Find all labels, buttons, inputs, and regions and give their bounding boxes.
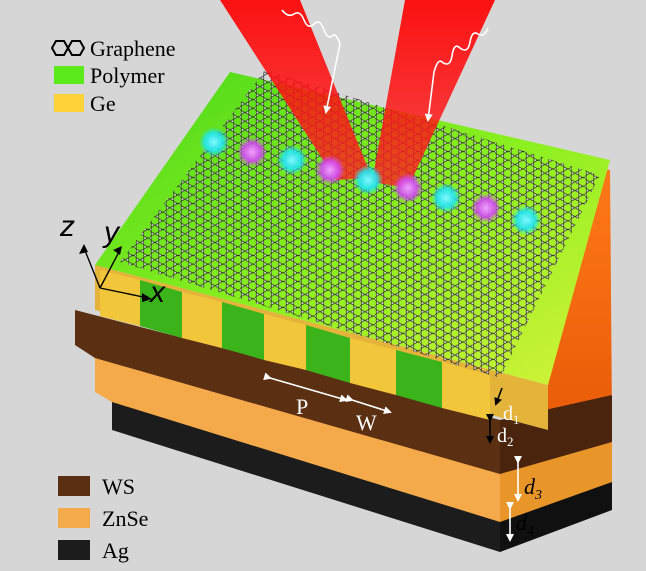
d4-label: d4 [516,510,534,539]
y-axis-line [99,249,121,289]
legend-polymer-label: Polymer [90,63,165,88]
z-axis-label: z [59,210,75,243]
cyan-spot-2 [277,145,307,175]
legend-ws-swatch [58,476,90,496]
dimension-annotations: P W d1 d2 d3 d4 [263,372,542,542]
legend-ws-label: WS [102,474,135,499]
legend-ge-label: Ge [90,91,116,116]
reflected-photon-arrow [424,27,489,122]
grating-ge-bar-5 [442,362,490,420]
grating-polymer-bar-3 [306,325,350,383]
width-label: W [356,410,377,435]
znse-layer-right [500,440,612,522]
cyan-spot-1 [199,127,229,157]
legend-graphene-label: Graphene [90,36,176,61]
grating-ge-bar-2 [182,292,222,348]
legend-ge-swatch [54,94,84,112]
magenta-spot-2 [315,155,345,185]
incident-laser-beam [220,0,372,180]
cyan-spot-4 [431,183,461,213]
width-arrow [345,394,392,415]
d2-label: d2 [497,425,514,449]
z-axis-arrowhead [79,244,88,254]
grating-polymer-bar-2 [222,302,264,360]
d1-label: d1 [503,403,520,427]
d3-label: d3 [524,474,542,503]
z-axis-line [83,247,101,289]
grating-ge-bar-4 [350,338,396,395]
reflected-laser-beam [372,0,495,188]
cyan-spot-5 [511,205,541,235]
top-legend: Graphene Polymer Ge [50,36,176,116]
cyan-spot-3 [353,165,383,195]
legend-znse-label: ZnSe [102,506,148,531]
legend-ag-label: Ag [102,538,129,563]
y-axis-arrowhead [113,246,122,255]
magenta-spot-3 [393,173,423,203]
znse-layer [95,356,500,522]
incident-photon-arrow [281,9,341,114]
coordinate-axes: z y x [59,210,166,309]
grating-polymer-bar-1 [140,280,182,338]
period-arrow [263,372,348,403]
plasmon-spots [199,127,541,235]
hexagon-pair-icon [50,40,86,56]
bottom-legend: WS ZnSe Ag [58,474,148,563]
legend-polymer-swatch [54,66,84,84]
magenta-spot-4 [471,193,501,223]
legend-ag-swatch [58,540,90,560]
x-axis-arrowhead [142,293,152,302]
legend-znse-swatch [58,508,90,528]
grating-ge-bar-3 [264,314,306,370]
period-label: P [296,394,308,419]
x-axis-line [99,287,149,299]
d1-arrow [494,387,503,406]
ag-layer-right [500,480,612,552]
ag-layer [112,400,500,552]
y-axis-label: y [102,216,121,249]
x-axis-label: x [148,276,166,309]
magenta-spot-1 [237,137,267,167]
grating-polymer-bar-4 [396,350,442,408]
grating-ge-bar-1 [100,270,140,326]
